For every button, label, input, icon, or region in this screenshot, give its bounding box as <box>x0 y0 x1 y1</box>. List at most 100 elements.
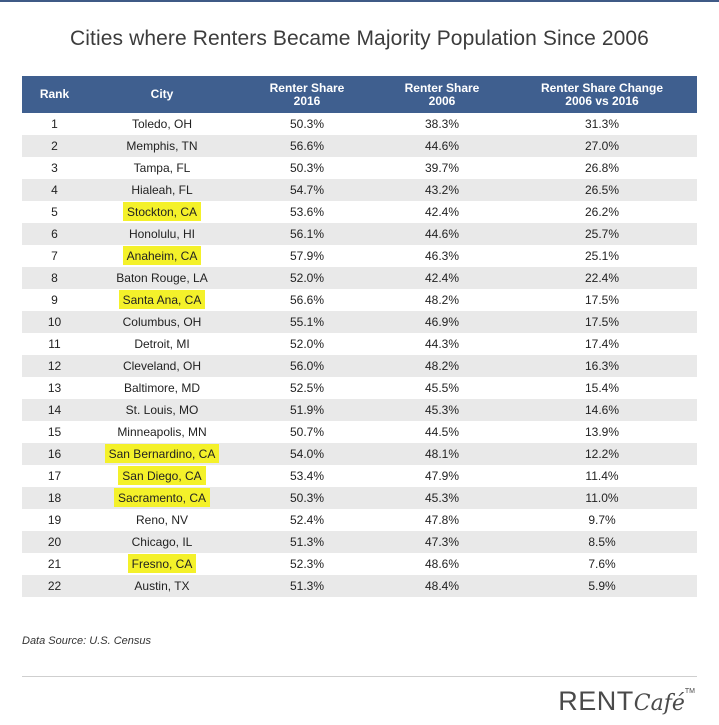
renter-share-2016-cell: 53.6% <box>237 201 377 223</box>
renter-share-2016-value: 56.0% <box>289 359 325 373</box>
renter-share-2006-cell: 48.2% <box>377 355 507 377</box>
rank-cell: 12 <box>22 355 87 377</box>
renter-share-2006-value: 47.9% <box>424 469 460 483</box>
rank-cell: 10 <box>22 311 87 333</box>
renter-share-2016-value: 56.6% <box>289 139 325 153</box>
renter-share-2006-value: 45.3% <box>424 403 460 417</box>
renter-share-2006-cell: 44.6% <box>377 135 507 157</box>
renter-share-2006-cell: 47.9% <box>377 465 507 487</box>
rank-value: 12 <box>47 359 62 373</box>
rank-cell: 15 <box>22 421 87 443</box>
table-row: 20 Chicago, IL 51.3% 47.3% 8.5% <box>22 531 697 553</box>
renter-share-2006-value: 48.6% <box>424 557 460 571</box>
renter-share-2016-cell: 52.4% <box>237 509 377 531</box>
rank-value: 5 <box>51 205 58 219</box>
city-cell: Detroit, MI <box>87 333 237 355</box>
renter-share-change-value: 15.4% <box>584 381 620 395</box>
renter-share-2016-cell: 52.0% <box>237 333 377 355</box>
renter-share-2006-value: 47.3% <box>424 535 460 549</box>
table-row: 19 Reno, NV 52.4% 47.8% 9.7% <box>22 509 697 531</box>
renter-share-2006-value: 39.7% <box>424 161 460 175</box>
city-value: Tampa, FL <box>133 161 191 175</box>
renter-share-2016-value: 50.3% <box>289 117 325 131</box>
city-value: Cleveland, OH <box>122 359 202 373</box>
renter-share-change-value: 5.9% <box>588 579 616 593</box>
table-row: 5 Stockton, CA 53.6% 42.4% 26.2% <box>22 201 697 223</box>
renter-share-2016-value: 50.3% <box>289 161 325 175</box>
city-cell: San Bernardino, CA <box>87 443 237 465</box>
renter-share-2016-value: 50.3% <box>289 491 325 505</box>
renter-share-2006-value: 44.6% <box>424 139 460 153</box>
renter-share-change-value: 13.9% <box>584 425 620 439</box>
renter-share-2016-value: 56.6% <box>289 293 325 307</box>
renter-share-2016-value: 51.3% <box>289 579 325 593</box>
renter-share-change-cell: 17.5% <box>507 289 697 311</box>
chart-title: Cities where Renters Became Majority Pop… <box>70 27 649 50</box>
city-cell: Hialeah, FL <box>87 179 237 201</box>
rank-value: 19 <box>47 513 62 527</box>
renter-share-2016-value: 52.4% <box>289 513 325 527</box>
rank-value: 14 <box>47 403 62 417</box>
highlighted-city: Sacramento, CA <box>113 488 211 507</box>
city-value: Columbus, OH <box>122 315 202 329</box>
table-row: 17 San Diego, CA 53.4% 47.9% 11.4% <box>22 465 697 487</box>
renter-share-2006-value: 42.4% <box>424 271 460 285</box>
renter-share-2016-value: 56.1% <box>289 227 325 241</box>
renter-share-2016-cell: 56.6% <box>237 135 377 157</box>
rank-cell: 16 <box>22 443 87 465</box>
renter-share-2006-cell: 44.5% <box>377 421 507 443</box>
highlighted-city: Anaheim, CA <box>122 246 202 265</box>
table-row: 6 Honolulu, HI 56.1% 44.6% 25.7% <box>22 223 697 245</box>
city-value: Minneapolis, MN <box>117 425 207 439</box>
rank-cell: 19 <box>22 509 87 531</box>
renter-share-change-cell: 17.5% <box>507 311 697 333</box>
renter-share-2016-cell: 54.0% <box>237 443 377 465</box>
renter-share-change-cell: 11.0% <box>507 487 697 509</box>
city-value: St. Louis, MO <box>125 403 199 417</box>
table-row: 21 Fresno, CA 52.3% 48.6% 7.6% <box>22 553 697 575</box>
renter-share-2006-cell: 48.6% <box>377 553 507 575</box>
renter-share-change-value: 17.5% <box>584 293 620 307</box>
renter-share-change-value: 11.0% <box>585 491 619 505</box>
renter-share-2016-value: 54.0% <box>289 447 325 461</box>
table-row: 18 Sacramento, CA 50.3% 45.3% 11.0% <box>22 487 697 509</box>
renter-share-2006-value: 43.2% <box>424 183 460 197</box>
renter-share-change-cell: 26.8% <box>507 157 697 179</box>
renter-share-change-value: 31.3% <box>584 117 620 131</box>
city-cell: Baton Rouge, LA <box>87 267 237 289</box>
city-value: Detroit, MI <box>134 337 190 351</box>
renter-share-change-value: 26.2% <box>584 205 620 219</box>
renter-share-2006-cell: 47.8% <box>377 509 507 531</box>
renter-share-change-value: 26.5% <box>584 183 620 197</box>
renter-share-2006-value: 48.2% <box>424 293 460 307</box>
renter-share-change-value: 9.7% <box>588 513 616 527</box>
renter-share-2016-cell: 57.9% <box>237 245 377 267</box>
table-row: 12 Cleveland, OH 56.0% 48.2% 16.3% <box>22 355 697 377</box>
renter-share-2006-value: 46.3% <box>424 249 460 263</box>
rank-value: 1 <box>51 117 58 131</box>
city-value: Hialeah, FL <box>131 183 193 197</box>
renter-share-change-cell: 9.7% <box>507 509 697 531</box>
renter-share-2006-value: 45.5% <box>424 381 460 395</box>
rank-value: 20 <box>47 535 62 549</box>
renter-share-2016-cell: 55.1% <box>237 311 377 333</box>
renter-share-2016-cell: 52.0% <box>237 267 377 289</box>
city-value: Honolulu, HI <box>128 227 196 241</box>
rank-value: 17 <box>47 469 62 483</box>
rank-value: 3 <box>51 161 58 175</box>
renter-share-2016-value: 54.7% <box>289 183 325 197</box>
table-row: 1 Toledo, OH 50.3% 38.3% 31.3% <box>22 113 697 135</box>
renter-share-2016-value: 52.0% <box>289 337 325 351</box>
header-renter-share-2006: Renter Share 2006 <box>377 76 507 113</box>
table-row: 4 Hialeah, FL 54.7% 43.2% 26.5% <box>22 179 697 201</box>
header-renter-share-2016: Renter Share 2016 <box>237 76 377 113</box>
city-cell: Chicago, IL <box>87 531 237 553</box>
renter-share-change-value: 8.5% <box>588 535 616 549</box>
renter-share-2006-value: 48.1% <box>424 447 460 461</box>
highlighted-city: San Bernardino, CA <box>104 444 220 463</box>
renter-share-2006-value: 44.3% <box>424 337 460 351</box>
renter-share-change-cell: 17.4% <box>507 333 697 355</box>
rank-value: 21 <box>47 557 62 571</box>
rank-value: 7 <box>51 249 58 263</box>
rank-value: 16 <box>47 447 62 461</box>
